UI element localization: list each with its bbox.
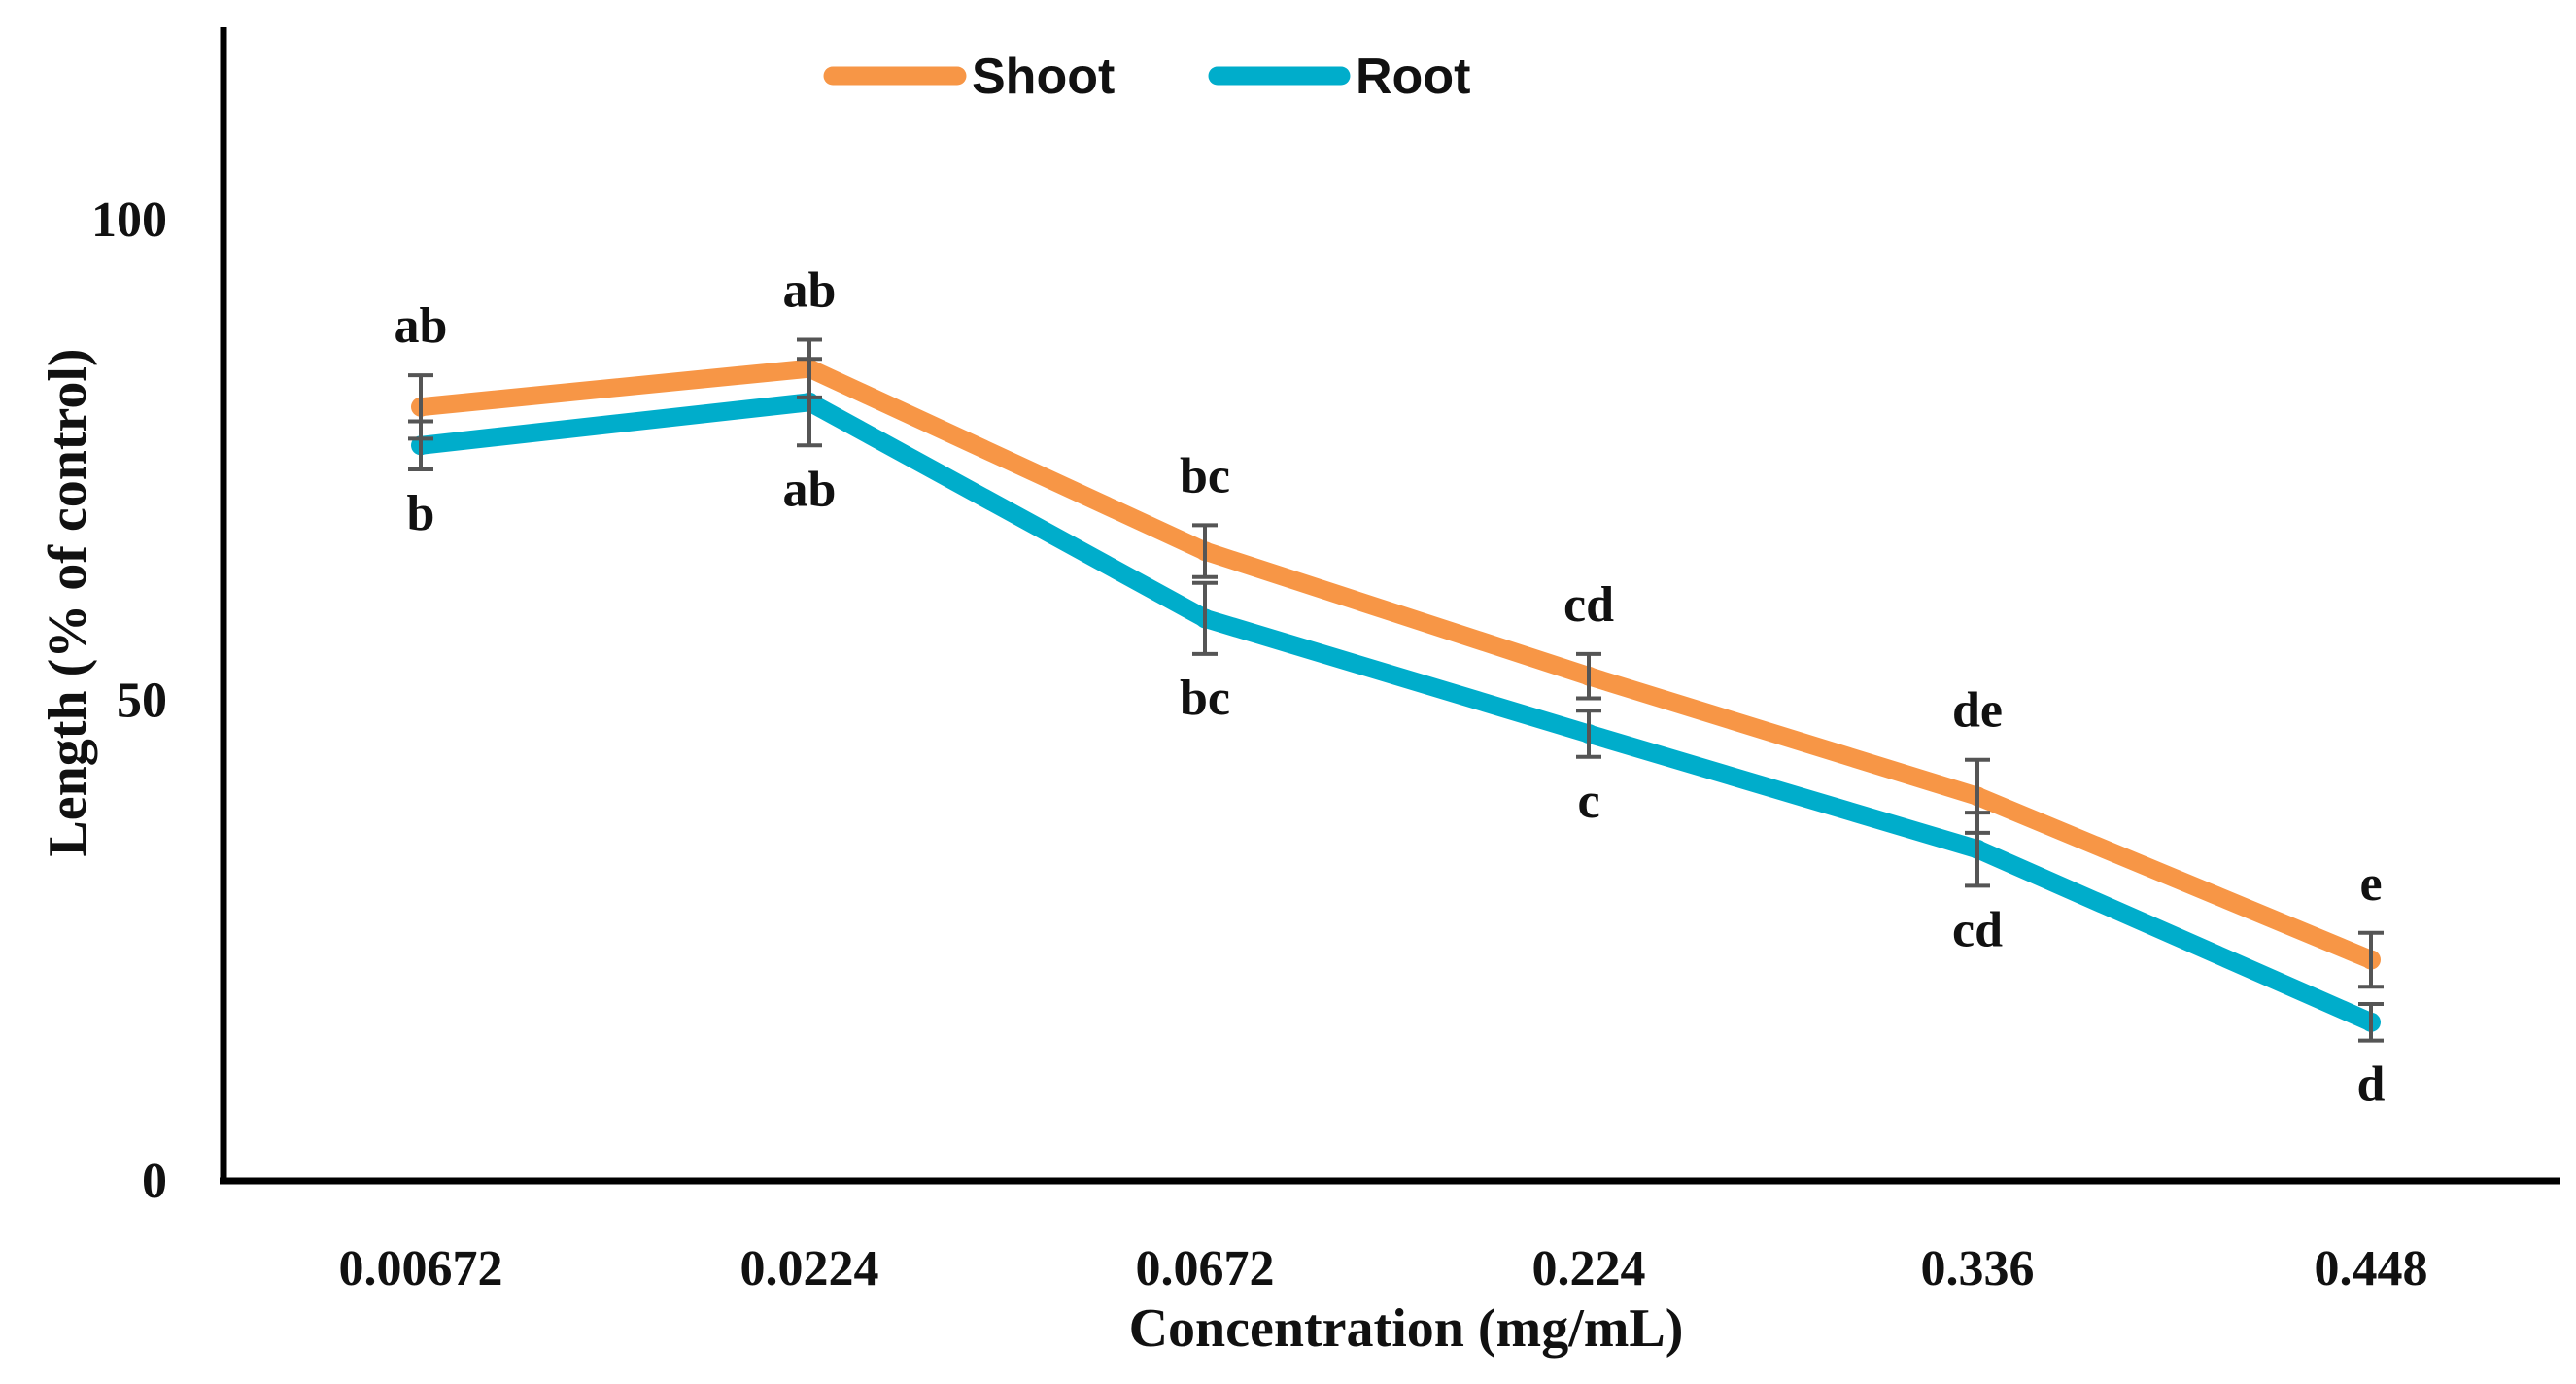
x-tick-label: 0.0672 <box>1136 1241 1275 1297</box>
legend-item-root: Root <box>1208 49 1470 105</box>
root-significance-letter: b <box>407 486 435 541</box>
x-tick-label: 0.00672 <box>339 1241 503 1297</box>
shoot-significance-letter: ab <box>783 262 837 318</box>
y-axis-title: Length (% of control) <box>38 348 98 856</box>
x-tick-label: 0.224 <box>1532 1241 1646 1297</box>
y-tick-label: 0 <box>142 1154 167 1209</box>
root-significance-letter: d <box>2357 1057 2386 1113</box>
shoot-error-bar <box>1576 651 1601 701</box>
y-tick-label: 50 <box>117 673 167 728</box>
root-significance-letter: ab <box>783 462 837 517</box>
legend-label: Shoot <box>972 49 1115 105</box>
shoot-error-bar <box>2358 930 2384 989</box>
shoot-series-line <box>411 359 2381 969</box>
legend-item-shoot: Shoot <box>823 49 1115 105</box>
legend-label: Root <box>1356 49 1470 105</box>
x-tick-label: 0.448 <box>2315 1241 2428 1297</box>
root-error-bar <box>2358 1001 2384 1043</box>
shoot-significance-letter: cd <box>1563 577 1614 633</box>
root-significance-letter: c <box>1577 774 1599 829</box>
root-error-bar <box>1576 709 1601 759</box>
shoot-significance-letter: bc <box>1180 448 1230 503</box>
root-significance-letter: bc <box>1180 671 1230 726</box>
shoot-error-bar <box>1192 523 1218 579</box>
y-tick-labels: 0 50 100 <box>91 192 167 1209</box>
root-error-bar <box>797 357 822 448</box>
root-error-bar <box>408 419 433 472</box>
x-tick-label: 0.0224 <box>740 1241 879 1297</box>
x-axis-title: Concentration (mg/mL) <box>1129 1298 1684 1359</box>
axes <box>220 27 2560 1185</box>
root-error-bar <box>1192 580 1218 656</box>
significance-letters: ab ab bc cd de e b ab bc c cd d <box>395 262 2386 1112</box>
x-tick-labels: 0.00672 0.0224 0.0672 0.224 0.336 0.448 <box>339 1241 2428 1297</box>
shoot-significance-letter: ab <box>395 298 448 354</box>
y-tick-label: 100 <box>91 192 167 248</box>
error-bars <box>408 337 2384 1043</box>
root-series-line <box>411 393 2381 1032</box>
x-tick-label: 0.336 <box>1921 1241 2035 1297</box>
shoot-significance-letter: de <box>1952 683 2003 739</box>
root-error-bar <box>1965 811 1990 888</box>
series-lines <box>411 359 2381 1032</box>
shoot-significance-letter: e <box>2359 856 2382 912</box>
root-significance-letter: cd <box>1952 902 2003 957</box>
legend: Shoot Root <box>823 49 1470 105</box>
